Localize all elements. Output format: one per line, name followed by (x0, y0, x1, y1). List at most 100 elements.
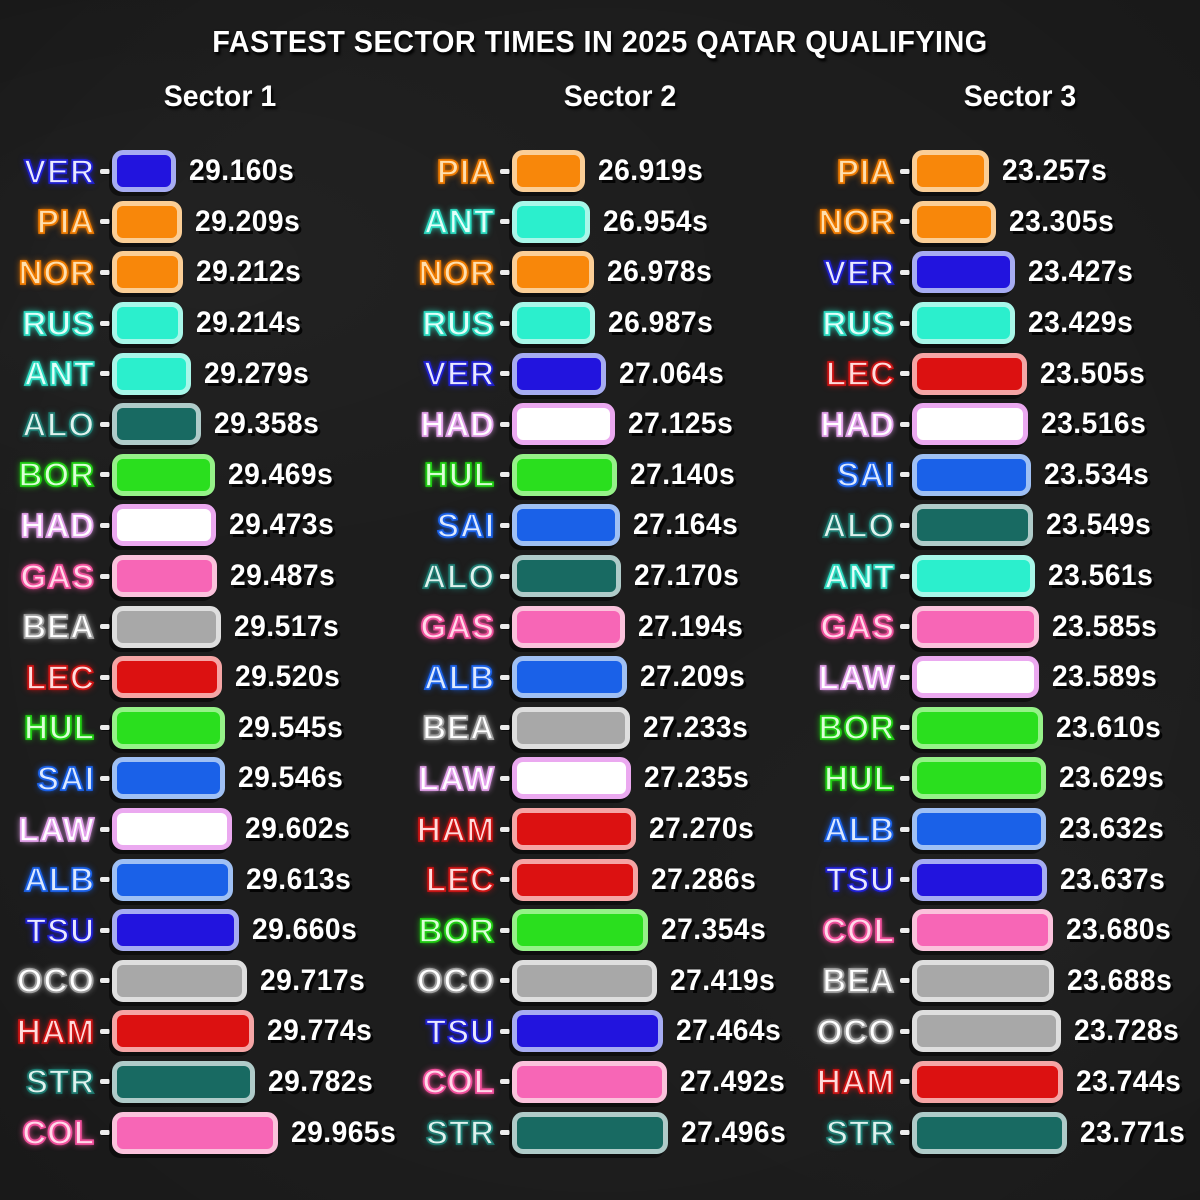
time-bar (512, 605, 625, 648)
chart-row: TSU 27.464s (400, 1006, 800, 1057)
tick-mark (100, 1130, 110, 1136)
driver-label: COL (21, 1114, 95, 1152)
tick-mark (900, 168, 910, 174)
chart-row: RUS 23.429s (800, 298, 1200, 349)
time-bar (112, 251, 183, 294)
tick-mark (100, 674, 110, 680)
chart-row: BEA 27.233s (400, 703, 800, 754)
tick-mark (500, 1028, 510, 1034)
time-value: 23.637s (1059, 862, 1165, 896)
driver-label: LEC (825, 355, 895, 393)
chart-row: LAW 29.602s (0, 804, 400, 855)
time-value: 26.987s (607, 306, 714, 340)
driver-label: BEA (21, 608, 95, 646)
time-value: 26.954s (603, 204, 709, 238)
time-value: 29.602s (245, 812, 351, 846)
time-value: 29.546s (237, 761, 344, 795)
driver-label: LAW (18, 810, 95, 848)
driver-label: GAS (20, 557, 95, 595)
driver-label: RUS (821, 304, 895, 342)
time-value: 23.610s (1055, 710, 1161, 744)
tick-mark (500, 269, 510, 275)
chart-row: BEA 29.517s (0, 601, 400, 652)
chart-row: OCO 27.419s (400, 956, 800, 1007)
time-value: 29.545s (237, 710, 344, 744)
driver-label: ALO (821, 506, 895, 544)
tick-mark (100, 320, 110, 326)
tick-mark (500, 877, 510, 883)
time-bar (112, 302, 183, 345)
tick-mark (900, 1130, 910, 1136)
tick-mark (900, 674, 910, 680)
time-value: 29.660s (252, 913, 358, 947)
time-bar (512, 909, 648, 952)
tick-mark (900, 978, 910, 984)
sector-header: Sector 2 (563, 80, 677, 113)
time-value: 29.520s (234, 660, 340, 694)
driver-label: TSU (825, 861, 895, 899)
driver-label: BOR (18, 456, 95, 494)
chart-row: ANT 29.279s (0, 348, 400, 399)
tick-mark (500, 421, 510, 427)
driver-label: SAI (836, 456, 895, 494)
tick-mark (100, 624, 110, 630)
time-bar (512, 555, 622, 598)
time-bar (112, 656, 222, 699)
tick-mark (100, 219, 110, 225)
driver-label: HAM (816, 1063, 895, 1101)
sector-1-column: VER 29.160s PIA 29.209s NOR 29.212s RUS 29.214s… (0, 146, 400, 1158)
chart-row: OCO 29.717s (0, 956, 400, 1007)
time-bar (112, 200, 183, 243)
time-value: 23.728s (1073, 1014, 1179, 1048)
driver-label: LAW (418, 759, 495, 797)
time-value: 29.613s (246, 862, 352, 896)
chart-row: HAM 23.744s (800, 1057, 1200, 1108)
driver-label: PIA (836, 152, 895, 190)
chart-row: ALB 23.632s (800, 804, 1200, 855)
driver-label: HUL (823, 759, 895, 797)
chart-row: COL 27.492s (400, 1057, 800, 1108)
chart-row: TSU 23.637s (800, 854, 1200, 905)
driver-label: HAD (420, 405, 495, 443)
time-value: 27.194s (637, 609, 743, 643)
driver-label: GAS (420, 608, 495, 646)
time-bar (112, 150, 176, 193)
tick-mark (900, 573, 910, 579)
chart-row: VER 29.160s (0, 146, 400, 197)
driver-label: HAD (820, 405, 895, 443)
chart-row: HUL 23.629s (800, 753, 1200, 804)
time-bar (912, 555, 1036, 598)
time-bar (112, 959, 247, 1002)
chart-row: LEC 27.286s (400, 854, 800, 905)
time-bar (512, 200, 590, 243)
chart-row: GAS 23.585s (800, 601, 1200, 652)
time-bar (912, 352, 1027, 395)
time-value: 29.469s (228, 457, 334, 491)
tick-mark (500, 927, 510, 933)
time-bar (912, 504, 1034, 547)
driver-label: ANT (23, 355, 95, 393)
time-bar (512, 959, 657, 1002)
time-value: 27.209s (639, 660, 745, 694)
driver-label: LEC (425, 861, 495, 899)
driver-label: ALB (23, 861, 95, 899)
tick-mark (500, 775, 510, 781)
chart-row: GAS 27.194s (400, 601, 800, 652)
chart-row: SAI 27.164s (400, 500, 800, 551)
chart-row: HUL 29.545s (0, 703, 400, 754)
time-bar (512, 403, 615, 446)
driver-label: ALB (423, 658, 495, 696)
time-value: 29.473s (228, 508, 334, 542)
time-value: 27.140s (629, 457, 736, 491)
time-bar (112, 403, 202, 446)
time-value: 27.492s (680, 1064, 786, 1098)
time-value: 23.585s (1051, 609, 1158, 643)
driver-label: RUS (421, 304, 495, 342)
time-value: 23.516s (1041, 407, 1147, 441)
driver-label: PIA (36, 203, 95, 241)
driver-label: RUS (21, 304, 95, 342)
time-value: 29.782s (267, 1064, 374, 1098)
chart-row: TSU 29.660s (0, 905, 400, 956)
sector-2-column: PIA 26.919s ANT 26.954s NOR 26.978s RUS 26.987s… (400, 146, 800, 1158)
driver-label: HAM (16, 1012, 95, 1050)
